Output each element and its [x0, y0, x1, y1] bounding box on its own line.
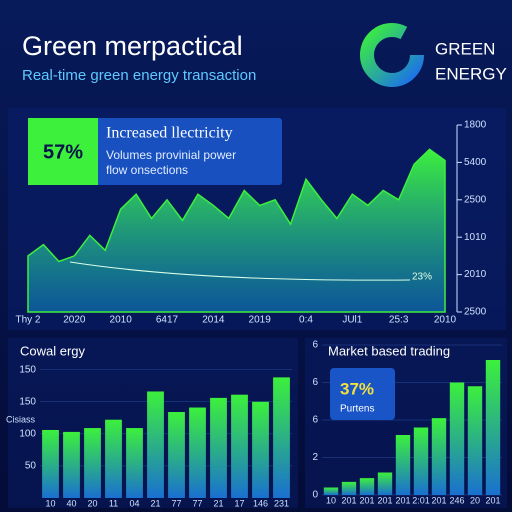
- bar: [449, 382, 465, 495]
- bar: [84, 428, 101, 498]
- y-tick-label: 2500: [464, 194, 487, 205]
- x-tick-label: JUl1: [342, 315, 362, 326]
- x-tick-label: 2010: [434, 315, 457, 326]
- x-tick-label: 77: [171, 498, 181, 508]
- x-tick-label: 40: [66, 498, 76, 508]
- x-tick-label: 77: [192, 498, 202, 508]
- x-tick-label: 20: [87, 498, 97, 508]
- x-tick-label: 201: [485, 495, 500, 505]
- trend-label: 23%: [412, 272, 432, 283]
- bar: [231, 394, 248, 498]
- bar: [431, 418, 447, 495]
- bar: [395, 435, 411, 495]
- title: Green merpactical: [22, 31, 243, 61]
- bar: [63, 431, 80, 498]
- chart-title: Market based trading: [328, 343, 450, 358]
- y-tick-label: 100: [19, 428, 36, 439]
- bar: [377, 472, 393, 495]
- y-tick-label: 150: [19, 364, 36, 375]
- y-tick-label: 6: [312, 377, 318, 388]
- x-tick-label: 2:01: [412, 495, 430, 505]
- y-tick-label: 2: [312, 452, 318, 463]
- x-tick-label: 201: [395, 495, 410, 505]
- x-tick-label: 0:4: [299, 315, 313, 326]
- x-tick-label: 201: [341, 495, 356, 505]
- trend-line: [69, 261, 411, 281]
- x-tick-label: 246: [449, 495, 464, 505]
- callout-text: Purtens: [340, 404, 374, 415]
- x-tick-label: 2010: [110, 315, 133, 326]
- callout-badge: [28, 118, 98, 185]
- bar: [147, 391, 164, 498]
- bar: [273, 377, 290, 498]
- x-tick-label: 21: [213, 498, 223, 508]
- x-tick-label: 10: [45, 498, 55, 508]
- x-tick-label: Thy 2: [15, 315, 40, 326]
- logo-text: ENERGY: [435, 64, 507, 83]
- area: [27, 148, 446, 313]
- x-tick-label: 2020: [63, 315, 86, 326]
- bar: [485, 360, 501, 495]
- callout-title: Increased llectricity: [106, 125, 233, 142]
- bar: [467, 386, 483, 495]
- x-tick-label: 201: [359, 495, 374, 505]
- y-axis-label: Cisiass: [6, 414, 36, 424]
- bar: [359, 478, 375, 495]
- x-tick-label: 2014: [202, 315, 225, 326]
- bar: [189, 407, 206, 498]
- x-tick-label: 201: [431, 495, 446, 505]
- x-tick-label: 25:3: [389, 315, 409, 326]
- callout-text: flow onsections: [106, 163, 188, 177]
- chart-title: Cowal ergy: [20, 343, 86, 358]
- y-tick-label: 150: [19, 396, 36, 407]
- x-tick-label: 146: [253, 498, 268, 508]
- y-tick-label: 50: [25, 461, 37, 472]
- x-tick-label: 04: [129, 498, 139, 508]
- y-tick-label: 0: [312, 490, 318, 501]
- x-tick-label: 10: [326, 495, 336, 505]
- bar: [126, 428, 143, 498]
- x-tick-label: 2019: [249, 315, 272, 326]
- y-tick-label: 2500: [464, 307, 487, 318]
- x-tick-label: 231: [274, 498, 289, 508]
- bar: [210, 397, 227, 498]
- bar: [168, 412, 185, 498]
- callout-text: Volumes provinial power: [106, 148, 236, 162]
- x-tick-label: 17: [234, 498, 244, 508]
- x-tick-label: 6417: [156, 315, 179, 326]
- bar: [323, 487, 339, 495]
- bar: [341, 481, 357, 495]
- y-tick-label: 6: [312, 340, 318, 351]
- subtitle: Real-time green energy transaction: [22, 67, 256, 84]
- y-tick-label: 1010: [464, 232, 487, 243]
- logo-text: GREEN: [435, 39, 495, 58]
- bar: [413, 427, 429, 495]
- y-tick-label: 6: [312, 415, 318, 426]
- bar: [252, 401, 269, 498]
- callout-value: 57%: [43, 141, 83, 163]
- x-tick-label: 11: [109, 498, 118, 508]
- logo-ring: [360, 23, 424, 87]
- bar: [42, 429, 59, 498]
- x-tick-label: 21: [150, 498, 160, 508]
- y-tick-label: 2010: [464, 269, 487, 280]
- x-tick-label: 201: [377, 495, 392, 505]
- bar: [105, 419, 122, 498]
- y-tick-label: 1800: [464, 120, 487, 131]
- callout-box: [330, 368, 395, 420]
- x-tick-label: 20: [470, 495, 480, 505]
- callout-value: 37%: [340, 379, 374, 398]
- y-tick-label: 5400: [464, 157, 487, 168]
